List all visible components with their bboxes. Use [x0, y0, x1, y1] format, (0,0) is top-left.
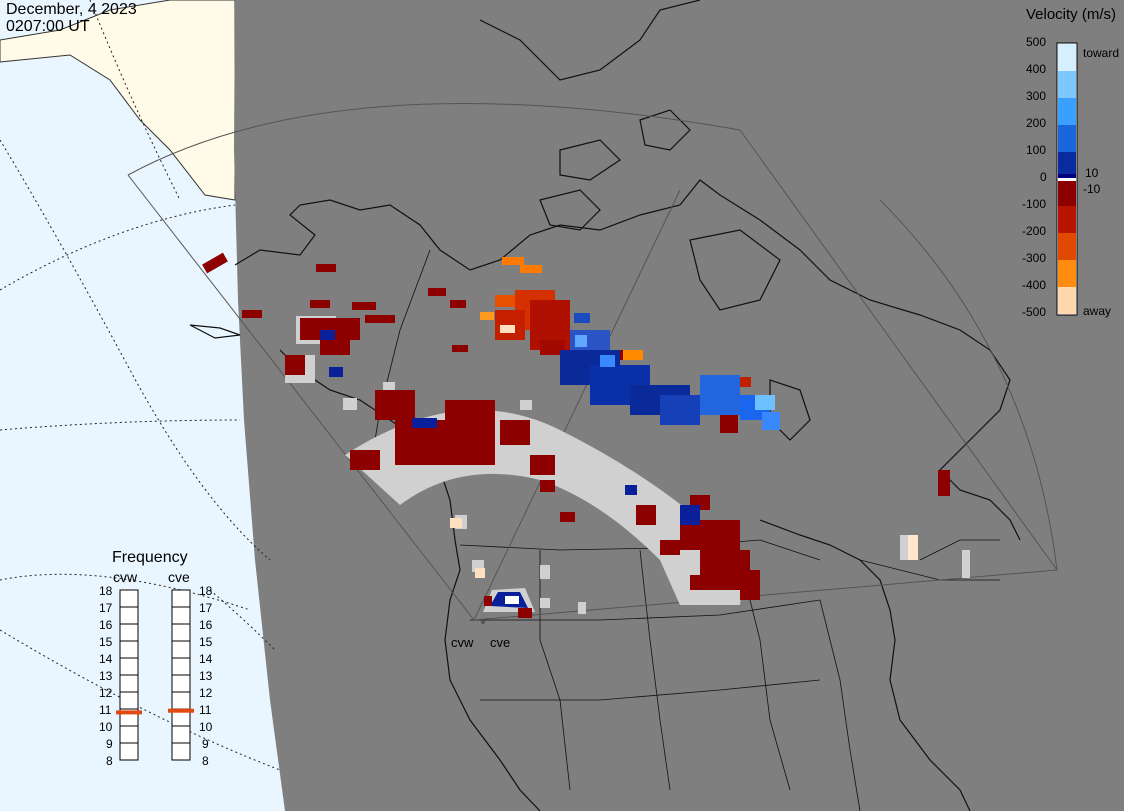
velocity-tick: 400 [1026, 62, 1047, 76]
freq-tick-left: 18 [99, 584, 113, 598]
away-velocity-cells [450, 257, 918, 578]
velocity-tick: -300 [1022, 251, 1047, 265]
cve-radar-label: cve [168, 569, 190, 585]
frequency-bars [116, 589, 194, 761]
freq-tick-right: 8 [202, 754, 209, 768]
velocity-color-bar [1056, 42, 1078, 316]
freq-tick-left: 8 [106, 754, 113, 768]
freq-tick-right: 16 [199, 618, 213, 632]
radar-site-marker [481, 620, 485, 624]
velocity-tick: -500 [1022, 305, 1047, 319]
away-label: away [1083, 304, 1112, 318]
cve-site-label: cve [490, 635, 511, 650]
near-range-fan [483, 588, 535, 618]
alaska-sunlit-land [0, 0, 236, 201]
freq-tick-right: 18 [199, 584, 213, 598]
cvw-site-label: cvw [451, 635, 474, 650]
date-label: December, 4 2023 [6, 1, 137, 18]
toward-label: toward [1083, 46, 1120, 60]
freq-tick-right: 9 [202, 737, 209, 751]
frequency-title: Frequency [112, 549, 188, 566]
freq-tick-left: 15 [99, 635, 113, 649]
cvw-radar-label: cvw [113, 569, 138, 585]
freq-tick-left: 13 [99, 669, 113, 683]
freq-tick-right: 17 [199, 601, 213, 615]
velocity-scale-title: Velocity (m/s) [1025, 6, 1116, 23]
freq-tick-left: 14 [99, 652, 113, 666]
velocity-tick: 0 [1040, 170, 1047, 184]
velocity-tick: 100 [1026, 143, 1047, 157]
cvw-frequency-marker [116, 710, 142, 715]
cve-frequency-marker [168, 708, 194, 713]
freq-tick-right: 15 [199, 635, 213, 649]
freq-tick-left: 9 [106, 737, 113, 751]
velocity-tick-10: 10 [1085, 166, 1099, 180]
freq-tick-left: 16 [99, 618, 113, 632]
toward-velocity-cells [320, 313, 780, 525]
freq-tick-right: 12 [199, 686, 213, 700]
velocity-tick: 300 [1026, 89, 1047, 103]
field-of-view-outline [127, 103, 1058, 621]
velocity-tick: -400 [1022, 278, 1047, 292]
freq-tick-left: 11 [99, 703, 112, 717]
freq-tick-left: 10 [99, 720, 113, 734]
velocity-tick: -200 [1022, 224, 1047, 238]
freq-tick-right: 10 [199, 720, 213, 734]
time-label: 0207:00 UT [6, 18, 90, 35]
freq-tick-right: 14 [199, 652, 213, 666]
freq-tick-left: 17 [99, 601, 113, 615]
freq-tick-right: 11 [199, 703, 212, 717]
coastlines [189, 0, 1021, 811]
negative-velocity-cells [202, 252, 950, 600]
freq-tick-right: 13 [199, 669, 213, 683]
velocity-tick: 200 [1026, 116, 1047, 130]
velocity-tick: 500 [1026, 35, 1047, 49]
graticule [0, 0, 281, 771]
velocity-tick: -100 [1022, 197, 1047, 211]
velocity-tick-minus-10: -10 [1083, 182, 1101, 196]
freq-tick-left: 12 [99, 686, 113, 700]
